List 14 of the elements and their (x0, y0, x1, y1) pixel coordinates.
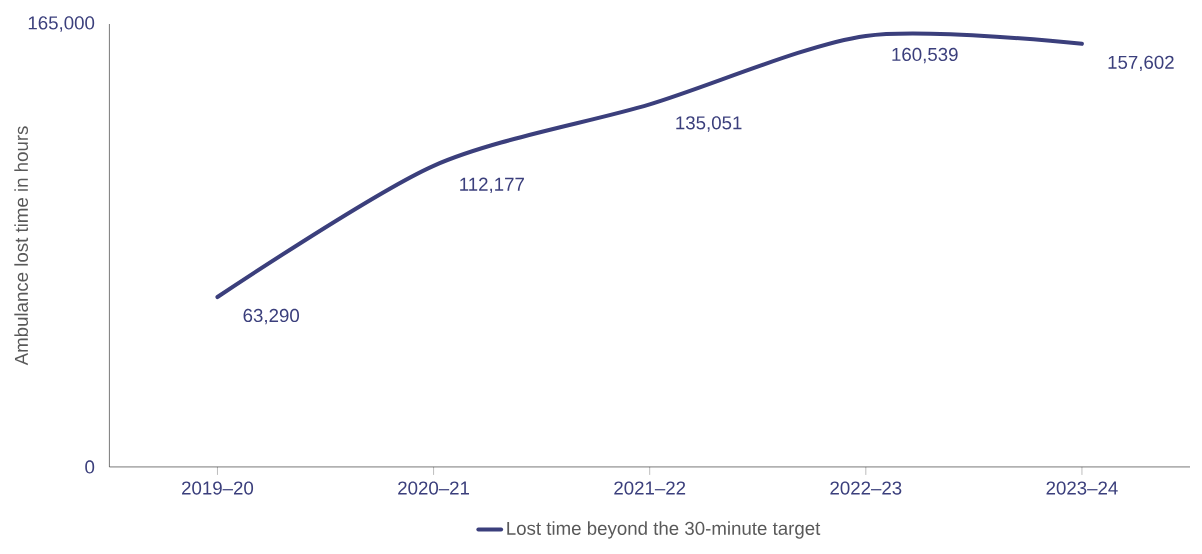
data-label: 157,602 (1108, 55, 1174, 72)
data-label: 160,539 (892, 47, 958, 64)
x-tick-label: 2022–23 (830, 481, 902, 495)
x-tick-label: 2021–22 (614, 481, 686, 495)
x-tick-label: 2023–24 (1046, 481, 1118, 495)
x-tick-label: 2019–20 (182, 481, 254, 495)
data-label: 112,177 (460, 177, 524, 194)
y-tick-label: 165,000 (28, 16, 95, 32)
x-tick-label: 2020–21 (398, 481, 470, 495)
legend-label: Lost time beyond the 30-minute target (507, 521, 821, 539)
y-axis-title: Ambulance lost time in hours (14, 126, 29, 366)
data-label: 135,051 (676, 116, 742, 132)
data-label: 63,290 (243, 309, 300, 325)
y-tick-label: 0 (85, 460, 95, 474)
